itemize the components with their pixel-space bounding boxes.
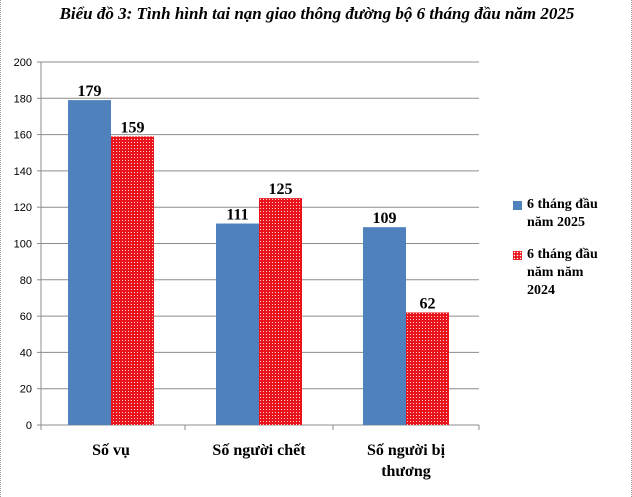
data-label-2024: 125 — [269, 181, 293, 198]
y-tick-label: 0 — [26, 420, 32, 432]
y-tick-label: 40 — [20, 347, 32, 359]
legend-swatch-2024 — [513, 251, 522, 260]
legend-label-2025-line1: 6 tháng đầu — [527, 197, 598, 212]
data-label-2025: 109 — [373, 210, 397, 227]
legend: 6 tháng đầu năm 2025 6 tháng đầu năm năm… — [513, 196, 628, 314]
legend-swatch-2025 — [513, 201, 522, 210]
legend-item-2024: 6 tháng đầu năm năm 2024 — [513, 246, 628, 300]
y-tick-label: 180 — [14, 93, 32, 105]
category-label: Số người bị — [367, 442, 446, 459]
data-label-2024: 62 — [420, 295, 436, 312]
y-tick-label: 120 — [14, 202, 32, 214]
y-tick-label: 20 — [20, 384, 32, 396]
y-tick-label: 200 — [14, 57, 32, 69]
category-label: Số vụ — [92, 442, 130, 459]
y-tick-label: 60 — [20, 311, 32, 323]
category-label: Số người chết — [212, 442, 306, 459]
labels: 179 111 109 159 125 62 Số vụ Số người chết Số ng… — [78, 83, 446, 480]
bars — [68, 100, 449, 426]
bar-2025 — [363, 227, 406, 425]
legend-label-2025-line2: năm 2025 — [527, 215, 585, 230]
data-label-2025: 111 — [226, 207, 248, 224]
bar-2025 — [216, 223, 259, 425]
chart-title: Biểu đồ 3: Tình hình tai nạn giao thông … — [59, 4, 575, 23]
y-tick-label: 140 — [14, 166, 32, 178]
legend-label-2024-line2: năm năm — [527, 265, 584, 280]
legend-label-2024-line3: 2024 — [527, 283, 555, 298]
bar-2024 — [259, 198, 302, 425]
y-tick-label: 160 — [14, 130, 32, 142]
bar-2025 — [68, 100, 111, 426]
legend-item-2025: 6 tháng đầu năm 2025 — [513, 196, 628, 232]
category-label: thương — [381, 463, 431, 480]
bar-2024 — [406, 312, 449, 425]
y-tick-label: 80 — [20, 275, 32, 287]
bar-2024 — [111, 136, 154, 426]
legend-label-2024-line1: 6 tháng đầu — [527, 247, 598, 262]
data-label-2024: 159 — [121, 119, 145, 136]
data-label-2025: 179 — [78, 83, 102, 100]
y-tick-label: 100 — [14, 239, 32, 251]
